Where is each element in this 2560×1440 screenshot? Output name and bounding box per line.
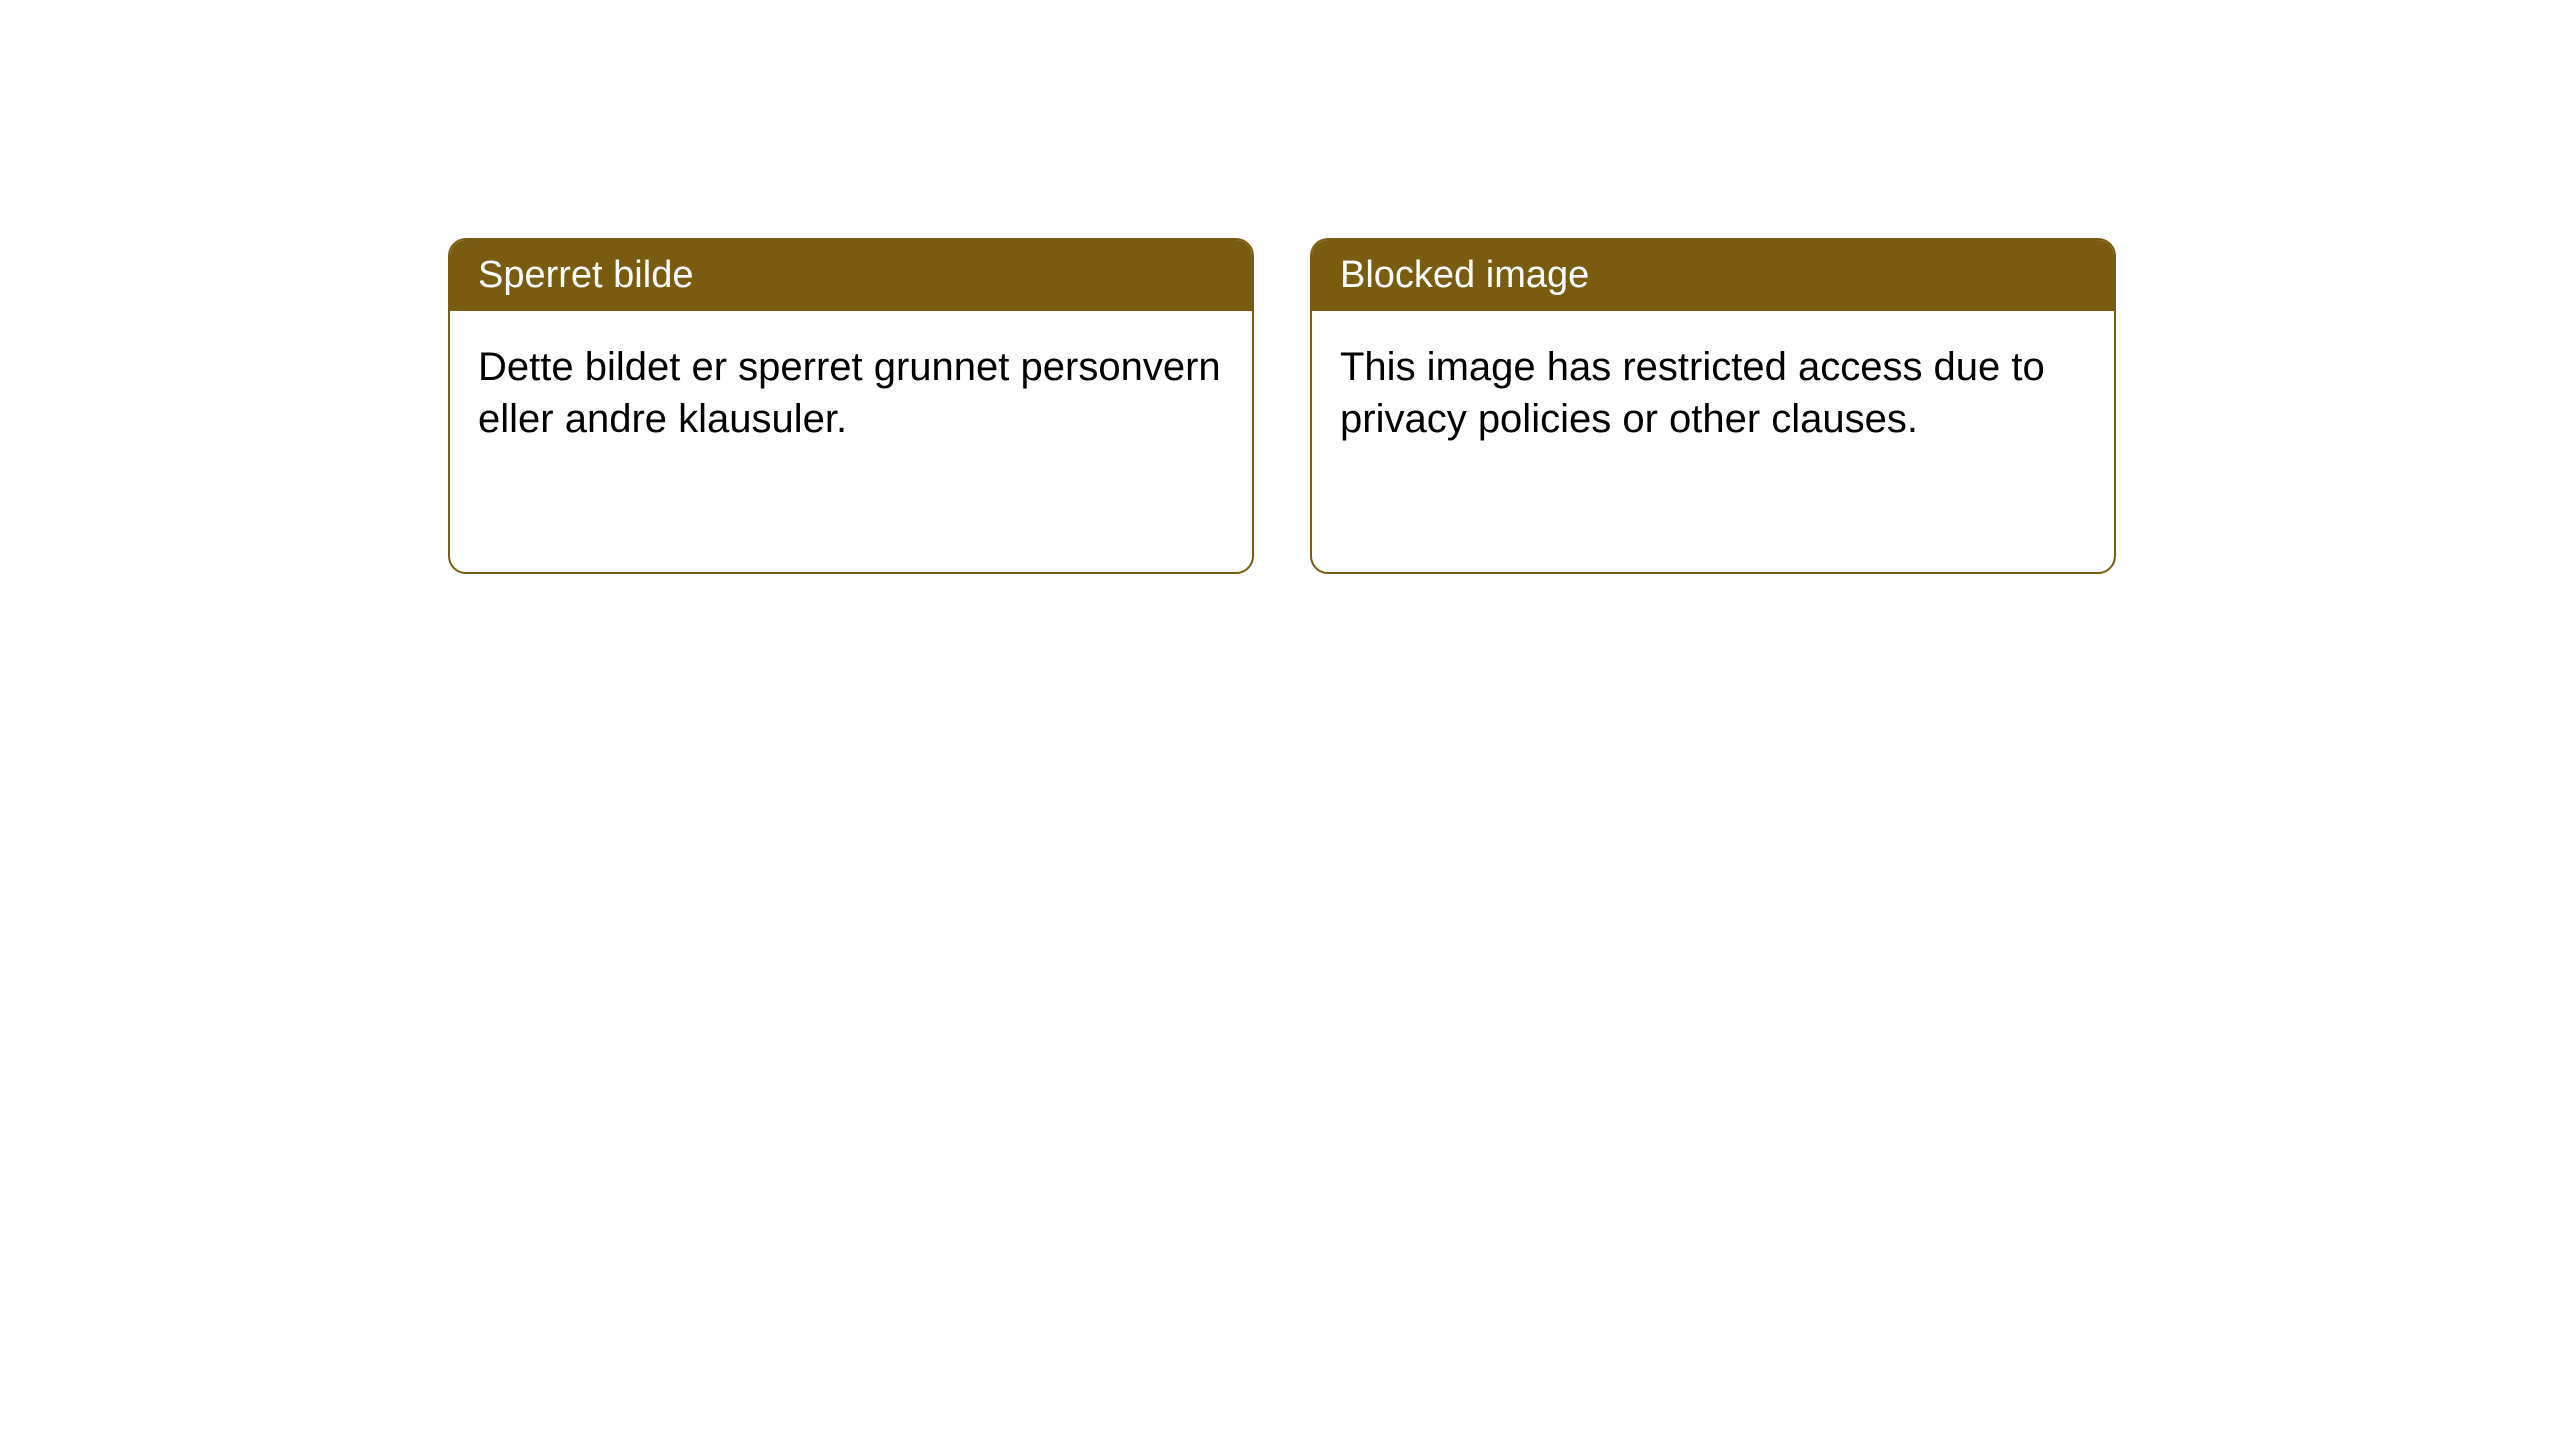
notice-card-english: Blocked image This image has restricted … [1310,238,2116,574]
notice-message: This image has restricted access due to … [1340,345,2045,441]
notices-container: Sperret bilde Dette bildet er sperret gr… [0,0,2560,574]
notice-header: Blocked image [1312,240,2114,311]
notice-body: This image has restricted access due to … [1312,311,2114,475]
notice-header: Sperret bilde [450,240,1252,311]
notice-body: Dette bildet er sperret grunnet personve… [450,311,1252,475]
notice-title: Sperret bilde [478,254,693,296]
notice-message: Dette bildet er sperret grunnet personve… [478,345,1221,441]
notice-title: Blocked image [1340,254,1589,296]
notice-card-norwegian: Sperret bilde Dette bildet er sperret gr… [448,238,1254,574]
